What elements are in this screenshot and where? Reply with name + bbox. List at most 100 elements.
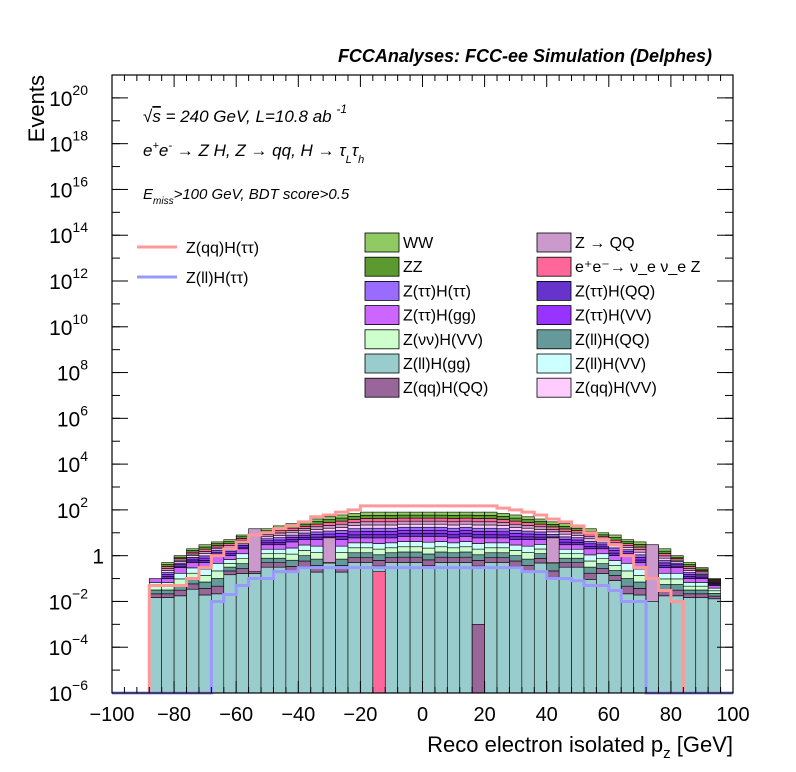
stack-bar-z-h-gg-	[509, 539, 523, 546]
stack-bar-zz	[198, 546, 212, 550]
stack-bar-z-h-vv-	[173, 578, 187, 585]
y-axis-label: Events	[24, 75, 49, 142]
stack-bar-z-ll-h-qq-	[496, 552, 510, 559]
stack-bar-z-h-qq-	[459, 532, 473, 537]
stack-bar-z-ll-h-qq-	[409, 551, 423, 558]
stack-bar-z-ll-h-qq-	[633, 581, 647, 589]
stack-bar-ww	[484, 511, 498, 516]
stack-bar-z-h-vv-	[434, 529, 448, 534]
stack-bar-z-h-vv-	[198, 575, 212, 583]
stack-bar-e-e-e-e-z	[608, 539, 622, 544]
stack-bar-z-h-gg-	[447, 537, 461, 544]
stack-bar-z-h-vv-	[273, 539, 287, 543]
stack-bar-ww	[397, 511, 411, 516]
legend-entry-label: Z(ll)H(ττ)	[186, 270, 248, 287]
stack-bar-e-e-e-e-z	[633, 546, 647, 550]
stack-bar-z-h-	[422, 526, 436, 531]
legend-entry-label: ZZ	[403, 259, 423, 276]
stack-bar-z-qq	[558, 531, 572, 535]
stack-bar-ww	[496, 513, 510, 517]
stack-bar-z-qq-h-vv-	[459, 523, 473, 528]
stack-bar-ww	[347, 513, 361, 517]
stack-bar-z-ll-h-qq-	[471, 554, 485, 561]
stack-bar-z-h-vv-	[211, 570, 225, 579]
stack-bar-z-ll-h-gg-	[360, 562, 374, 694]
stack-bar-z-ll-h-gg-	[521, 571, 535, 694]
stack-bar-zz	[347, 516, 361, 520]
stack-bar-z-ll-h-vv-	[633, 568, 647, 576]
stack-bar-z-qq	[484, 521, 498, 526]
stack-bar-z-qq	[397, 520, 411, 525]
stack-bar-zz	[471, 515, 485, 519]
stack-bar-z-ll-h-vv-	[459, 541, 473, 548]
stack-bar-z-qq-h-vv-	[372, 524, 386, 529]
stack-bar-z-qq-h-qq-	[223, 570, 237, 576]
stack-bar-z-h-vv-	[459, 529, 473, 534]
stack-bar-zz	[322, 519, 336, 523]
stack-bar-z-qq-h-vv-	[360, 524, 374, 529]
stack-bar-z-h-gg-	[558, 544, 572, 550]
stack-bar-z-ll-h-qq-	[384, 552, 398, 559]
stack-bar-z-h-vv-	[310, 552, 324, 560]
stack-bar-z-qq	[533, 526, 548, 530]
stack-bar-z-ll-h-vv-	[471, 543, 485, 550]
stack-bar-z-qq	[322, 525, 336, 529]
stack-bar-z-h-gg-	[384, 537, 398, 544]
stack-spike-bar	[248, 528, 262, 572]
stack-spike-bar	[471, 624, 485, 694]
stack-bar-z-ll-h-vv-	[223, 559, 237, 564]
stack-bar-z-qq	[260, 534, 274, 538]
stack-bar-z-h-qq-	[360, 534, 374, 539]
stack-bar-z-h-qq-	[571, 542, 585, 546]
stack-bar-z-h-vv-	[384, 531, 398, 535]
stack-bar-z-ll-h-vv-	[509, 544, 523, 551]
stack-bar-z-ll-h-gg-	[248, 573, 262, 694]
stack-bar-z-ll-h-gg-	[583, 579, 597, 694]
stack-bar-z-qq-h-vv-	[384, 524, 398, 529]
stack-bar-zz	[509, 517, 523, 522]
stack-bar-ww	[546, 521, 560, 525]
stack-bar-z-h-vv-	[422, 547, 436, 555]
stack-bar-e-e-e-e-z	[509, 520, 523, 525]
stack-bar-z-ll-h-gg-	[533, 562, 548, 694]
stack-bar-z-ll-h-gg-	[608, 580, 622, 694]
stack-bar-e-e-e-e-z	[459, 517, 473, 522]
stack-bar-z-h-vv-	[658, 578, 672, 585]
stack-bar-z-qq-h-qq-	[235, 568, 249, 574]
stack-bar-z-ll-h-vv-	[521, 545, 535, 553]
stack-bar-z-h-vv-	[235, 558, 249, 564]
stack-bar-ww	[558, 523, 572, 527]
stack-bar-z-ll-h-gg-	[297, 566, 312, 694]
stack-bar-z-h-vv-	[347, 547, 361, 554]
stack-bar-z-h-gg-	[273, 544, 287, 550]
stack-bar-ww	[695, 567, 709, 570]
stack-bar-z-ll-h-vv-	[707, 587, 721, 592]
stack-bar-z-h-vv-	[658, 562, 672, 566]
stack-bar-zz	[558, 526, 572, 530]
stack-bar-zz	[683, 564, 697, 567]
stack-bar-z-qq	[384, 521, 398, 526]
legend-entry-label: WW	[403, 235, 434, 252]
stack-bar-z-ll-h-gg-	[546, 577, 560, 694]
stack-bar-z-ll-h-vv-	[670, 572, 684, 580]
stack-bar-z-h-	[434, 526, 448, 531]
stack-bar-z-qq-h-vv-	[658, 557, 672, 561]
stack-bar-z-ll-h-qq-	[447, 552, 461, 559]
stack-bar-z-h-vv-	[608, 565, 622, 571]
stack-bar-z-h-gg-	[161, 578, 175, 583]
stack-bar-z-qq-h-qq-	[347, 557, 361, 563]
stack-bar-z-qq-h-vv-	[546, 531, 560, 535]
stack-bar-z-h-vv-	[434, 546, 448, 553]
stack-bar-ww	[173, 555, 187, 558]
stack-bar-z-h-qq-	[434, 532, 448, 537]
stack-bar-z-h-vv-	[521, 533, 535, 538]
stack-bar-z-h-	[397, 526, 411, 531]
stack-bar-z-qq-h-qq-	[633, 588, 647, 596]
stack-bar-z-qq	[335, 523, 349, 528]
stack-bar-z-h-gg-	[360, 537, 374, 544]
signal-overlays	[112, 504, 733, 695]
stack-bar-z-h-vv-	[583, 543, 597, 547]
stack-bar-z-h-qq-	[384, 534, 398, 539]
stack-bar-zz	[546, 524, 560, 528]
stack-bar-z-h-qq-	[347, 534, 361, 539]
